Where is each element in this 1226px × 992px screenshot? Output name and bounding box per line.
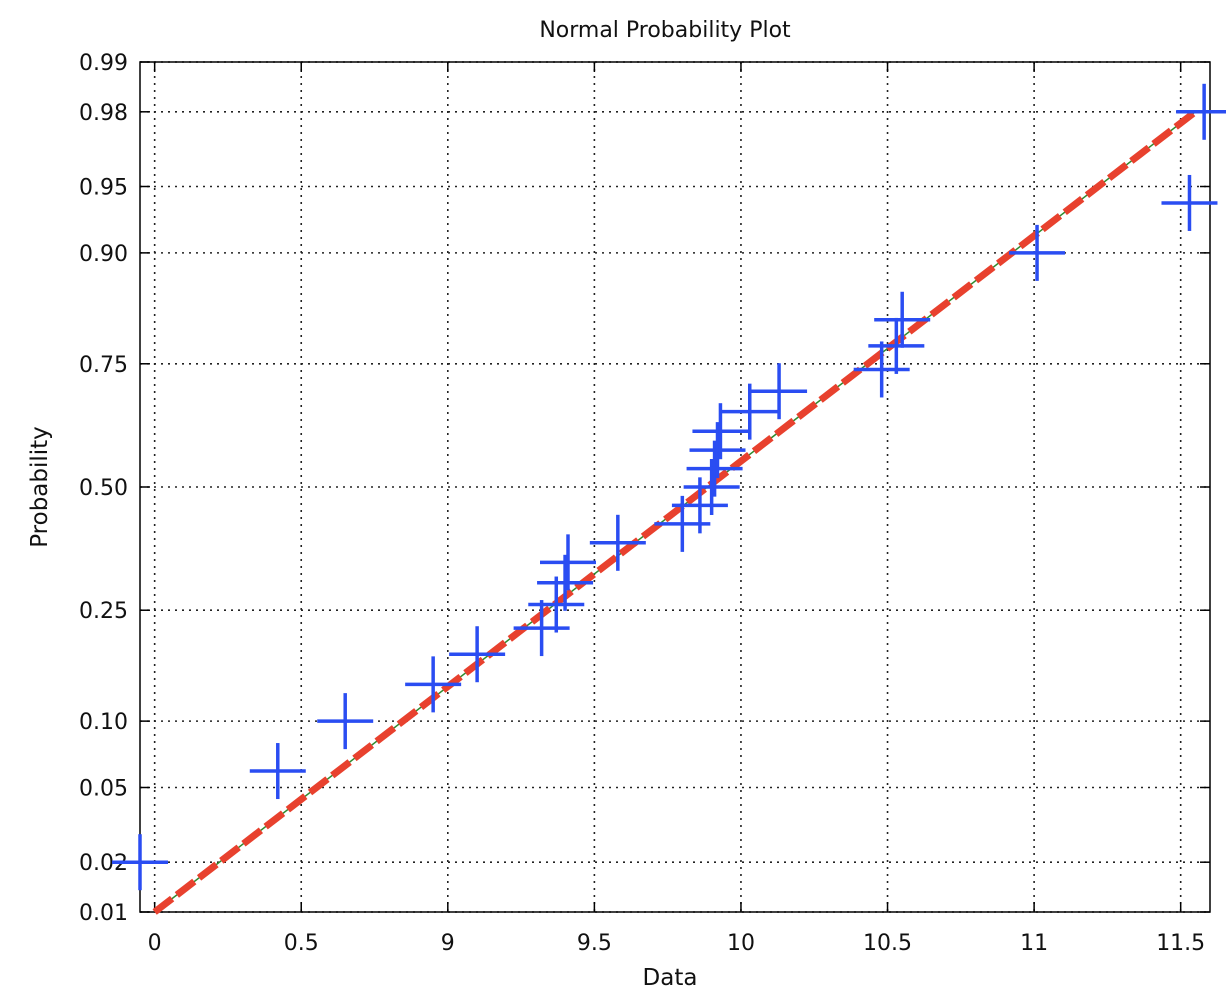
tick-labels: 0 0.5 9 9.5 10 10.5 11 11.50.010.020.050.100.25…: [79, 51, 1205, 956]
data-markers: [112, 83, 1226, 891]
y-tick-label: 0.05: [79, 776, 128, 801]
data-point-marker: [528, 576, 585, 633]
y-axis-label: Probability: [27, 426, 53, 548]
x-tick-label: 11: [1020, 931, 1048, 956]
data-point-marker: [853, 341, 910, 398]
data-point-marker: [317, 693, 374, 750]
chart-title: Normal Probability Plot: [539, 18, 791, 43]
reference-lines: [152, 109, 1198, 915]
data-point-marker: [1161, 174, 1218, 231]
data-point-marker: [589, 514, 646, 571]
y-tick-label: 0.75: [79, 353, 128, 378]
data-point-marker: [751, 363, 808, 420]
data-point-marker: [449, 626, 506, 683]
data-point-marker: [868, 317, 925, 374]
plot-area: [140, 62, 1210, 912]
x-axis-label: Data: [643, 965, 698, 991]
x-tick-label: 11.5: [1156, 931, 1205, 956]
axes: [139, 61, 1211, 913]
y-tick-label: 0.10: [79, 710, 128, 735]
x-tick-label: 10.5: [863, 931, 912, 956]
data-point-marker: [874, 291, 931, 348]
data-point-marker: [405, 656, 462, 713]
y-tick-label: 0.50: [79, 476, 128, 501]
x-tick-label: 9: [441, 931, 455, 956]
y-tick-label: 0.01: [79, 901, 128, 926]
y-tick-label: 0.98: [79, 101, 128, 126]
fit-line-dashed: [152, 109, 1198, 915]
y-tick-label: 0.95: [79, 176, 128, 201]
x-tick-label: 10: [727, 931, 755, 956]
data-point-marker: [540, 534, 596, 591]
data-point-marker: [537, 554, 594, 611]
x-tick-label: 0: [148, 931, 162, 956]
x-tick-label: 9.5: [577, 931, 612, 956]
y-tick-label: 0.25: [79, 599, 128, 624]
data-point-marker: [112, 834, 168, 891]
data-point-marker: [1009, 224, 1066, 281]
data-point-marker: [692, 403, 749, 460]
y-tick-label: 0.90: [79, 242, 128, 267]
y-tick-label: 0.99: [79, 51, 128, 76]
data-point-marker: [513, 600, 570, 657]
data-point-marker: [249, 743, 306, 800]
data-point-marker: [1176, 83, 1226, 140]
axes-frame: [139, 61, 1211, 913]
x-tick-label: 0.5: [284, 931, 319, 956]
data-point-marker: [721, 383, 778, 440]
